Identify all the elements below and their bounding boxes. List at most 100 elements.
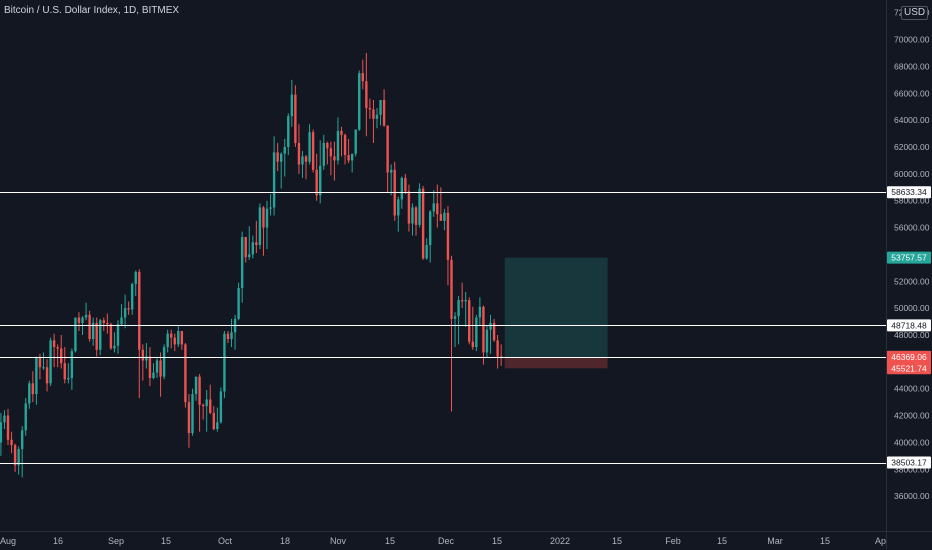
- level-badge: 58633.34: [891, 187, 927, 197]
- candle-body: [162, 347, 166, 377]
- candle-body: [404, 177, 407, 192]
- candle-body: [400, 177, 404, 200]
- candle: [333, 141, 336, 181]
- candle-body: [279, 153, 283, 162]
- candle-body: [201, 404, 205, 407]
- horizontal-levels[interactable]: [0, 192, 886, 464]
- candle: [340, 126, 343, 157]
- candle-body: [460, 300, 464, 302]
- candle-body: [177, 330, 180, 345]
- candle: [42, 352, 45, 370]
- candle: [226, 330, 230, 344]
- price-badge: 45521.74: [891, 363, 927, 373]
- candle-body: [170, 333, 173, 338]
- candle: [88, 310, 91, 342]
- candle: [24, 398, 27, 436]
- price-tick-label: 52000.00: [894, 276, 930, 286]
- candle: [74, 317, 77, 353]
- candle: [201, 403, 205, 420]
- price-tick-label: 60000.00: [894, 169, 930, 179]
- candle-body: [446, 212, 450, 260]
- candle: [343, 133, 347, 165]
- candle-body: [84, 314, 88, 318]
- candle-body: [375, 114, 379, 119]
- candle: [187, 394, 191, 448]
- candle-body: [499, 356, 503, 358]
- candle-body: [102, 320, 105, 323]
- candle: [482, 305, 485, 365]
- candle-body: [389, 169, 393, 173]
- candle-body: [496, 340, 499, 357]
- candle-body: [184, 344, 187, 403]
- position-tool[interactable]: [504, 257, 608, 369]
- candle-body: [475, 317, 478, 348]
- candle-body: [3, 415, 6, 423]
- time-tick-label: Nov: [330, 536, 347, 546]
- currency-button[interactable]: USD: [901, 6, 929, 20]
- candle-body: [407, 191, 411, 224]
- candle-body: [237, 288, 240, 319]
- candle-body: [482, 306, 485, 353]
- candle: [386, 125, 389, 193]
- candle: [91, 317, 95, 346]
- candle-body: [138, 271, 141, 350]
- time-tick-label: 15: [820, 536, 830, 546]
- time-axis[interactable]: Aug 16 Sep 15 Oct 18 Nov 15 Dec 15 2022 15 Feb 15 Mar 1…: [0, 532, 932, 550]
- candle: [492, 318, 496, 342]
- candle: [248, 226, 251, 260]
- price-tick-label: 56000.00: [894, 223, 930, 233]
- candle-body: [17, 449, 20, 466]
- candle-body: [354, 129, 357, 154]
- candle: [297, 124, 301, 174]
- candle-body: [382, 100, 386, 126]
- candle-body: [145, 356, 148, 361]
- candle-body: [333, 156, 336, 161]
- candle: [347, 138, 350, 164]
- candle-body: [187, 402, 191, 434]
- candle: [191, 388, 194, 436]
- candle: [123, 294, 127, 329]
- symbol-legend[interactable]: Bitcoin / U.S. Dollar Index, 1D, BITMEX: [4, 5, 180, 16]
- candle: [145, 343, 148, 369]
- candle-body: [485, 329, 489, 353]
- candle-body: [379, 100, 382, 115]
- candle-body: [194, 376, 198, 395]
- price-tick-label: 70000.00: [894, 35, 930, 45]
- candle: [457, 296, 460, 345]
- candle-body: [336, 130, 340, 161]
- candle-body: [272, 152, 276, 208]
- candle-body: [432, 203, 435, 212]
- level-badge: 38503.17: [891, 458, 927, 468]
- time-tick-label: Dec: [438, 536, 455, 546]
- candle: [31, 371, 35, 403]
- candle-body: [127, 308, 130, 310]
- candle: [10, 431, 13, 454]
- candle: [212, 406, 215, 431]
- candle-body: [212, 412, 215, 429]
- candle-body: [10, 439, 13, 446]
- candle-body: [219, 391, 223, 423]
- time-tick-label: Sep: [108, 536, 124, 546]
- candle: [113, 332, 116, 353]
- candle: [329, 141, 333, 176]
- candle: [276, 142, 279, 172]
- candle: [311, 129, 315, 173]
- candle-body: [290, 94, 294, 117]
- candle: [77, 312, 81, 331]
- candle: [237, 282, 240, 321]
- candle: [382, 89, 386, 127]
- candle: [13, 443, 17, 472]
- candle: [70, 348, 74, 391]
- candle: [404, 173, 407, 194]
- candle: [177, 325, 180, 348]
- candle: [478, 297, 482, 326]
- candle: [429, 210, 432, 263]
- candle-body: [443, 212, 446, 221]
- candle: [180, 330, 184, 350]
- candle: [170, 329, 173, 349]
- candle-body: [304, 156, 308, 162]
- candle-body: [130, 283, 134, 310]
- candle-body: [368, 108, 372, 110]
